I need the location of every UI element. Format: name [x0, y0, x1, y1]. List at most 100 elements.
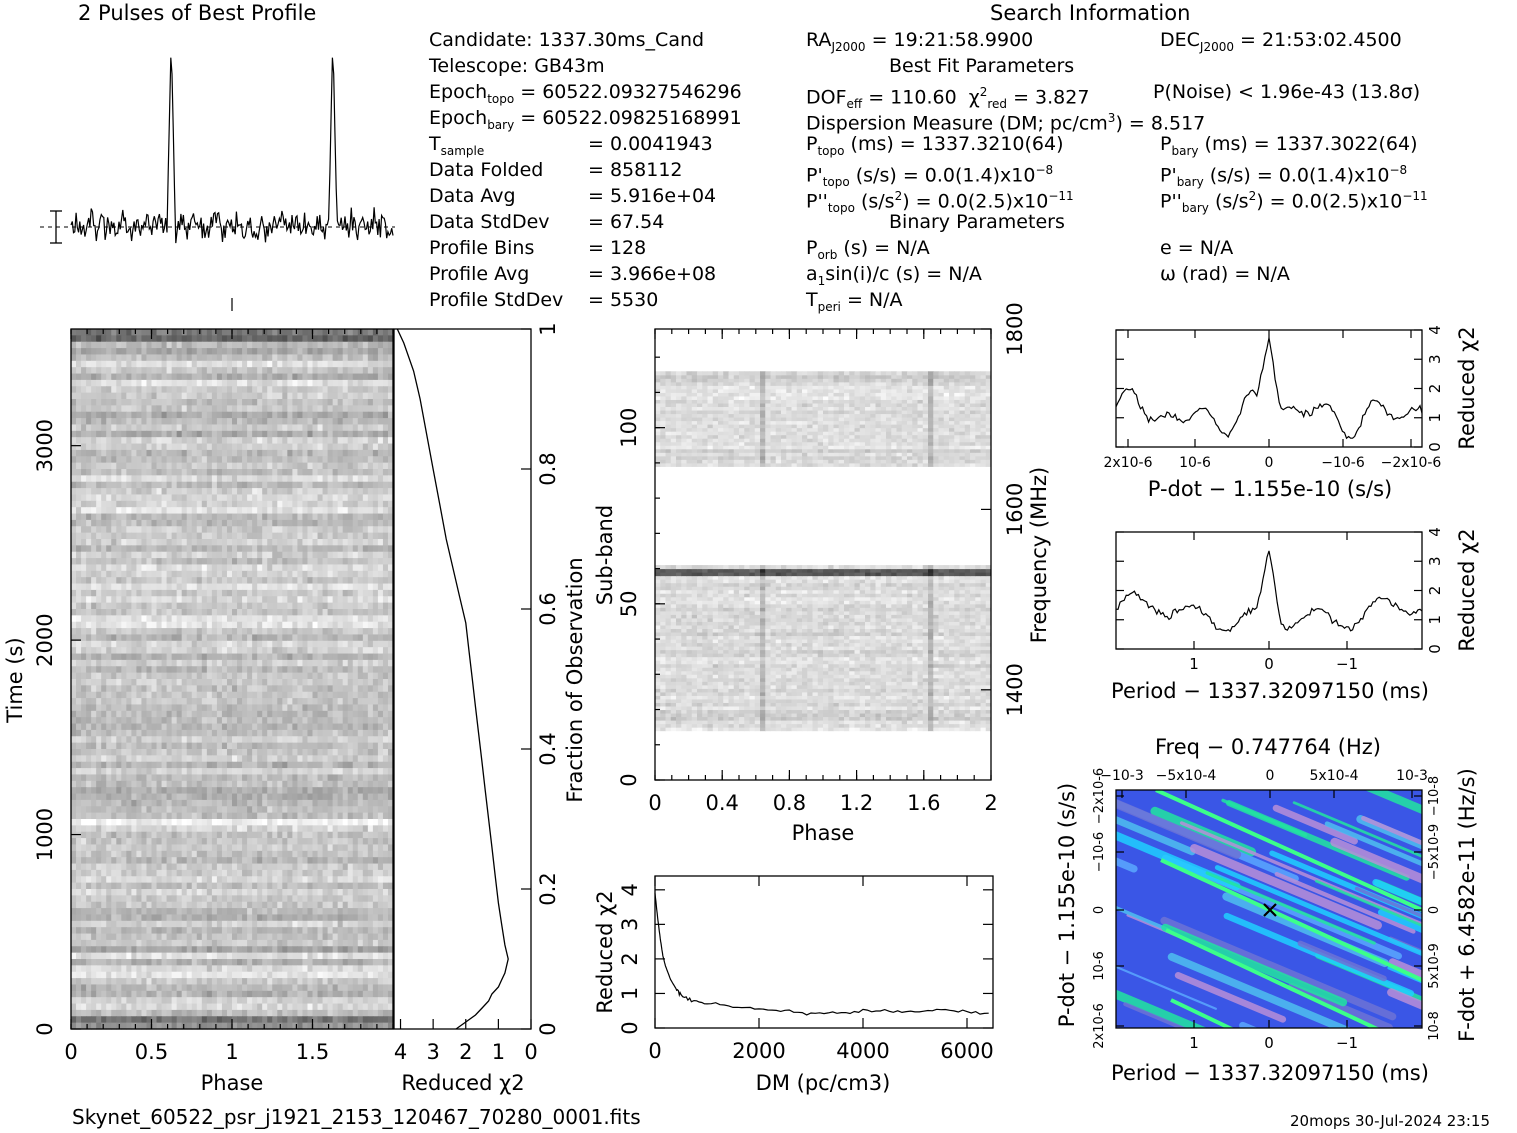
time-phase-cell — [247, 793, 253, 801]
time-phase-cell — [226, 443, 233, 451]
time-phase-cell — [347, 583, 354, 591]
time-phase-cell — [302, 437, 309, 445]
time-phase-cell — [357, 589, 364, 597]
time-phase-cell — [216, 755, 223, 763]
time-phase-cell — [106, 519, 112, 527]
time-phase-cell — [322, 596, 329, 604]
time-phase-cell — [387, 418, 394, 426]
time-phase-cell — [106, 672, 112, 680]
time-phase-cell — [181, 589, 188, 597]
time-phase-cell — [151, 532, 158, 540]
time-phase-cell — [151, 819, 158, 826]
time-phase-cell — [151, 640, 158, 648]
time-phase-cell — [171, 685, 178, 693]
time-phase-cell — [387, 685, 394, 693]
time-phase-cell — [86, 679, 92, 686]
time-phase-cell — [347, 456, 354, 464]
time-phase-cell — [86, 405, 92, 413]
time-phase-cell — [121, 602, 127, 610]
time-phase-cell — [196, 354, 203, 362]
time-phase-cell — [282, 640, 288, 648]
time-phase-cell — [166, 774, 173, 782]
time-phase-cell — [176, 806, 183, 814]
time-phase-cell — [342, 596, 349, 604]
time-phase-cell — [156, 653, 163, 661]
time-phase-cell — [101, 806, 107, 814]
time-phase-cell — [327, 647, 334, 655]
time-phase-cell — [312, 704, 319, 712]
time-phase-cell — [136, 799, 143, 807]
time-phase-cell — [337, 806, 344, 814]
time-phase-cell — [297, 799, 304, 807]
time-phase-cell — [211, 379, 218, 387]
time-phase-cell — [362, 367, 369, 375]
time-phase-cell — [297, 679, 304, 686]
time-phase-cell — [327, 615, 334, 623]
time-phase-cell — [272, 583, 278, 591]
time-phase-cell — [76, 717, 82, 725]
time-phase-cell — [317, 335, 324, 343]
time-phase-cell — [226, 449, 233, 457]
time-phase-cell — [352, 742, 359, 750]
time-phase-cell — [201, 532, 208, 540]
time-phase-cell — [382, 392, 389, 400]
time-phase-cell — [257, 742, 263, 750]
profile-avg-line: Profile Avg — [429, 263, 530, 285]
time-phase-cell — [342, 443, 349, 451]
time-phase-cell — [337, 780, 344, 788]
time-phase-cell — [282, 341, 288, 349]
time-phase-cell — [196, 799, 203, 807]
time-phase-cell — [262, 443, 268, 451]
time-phase-cell — [151, 768, 158, 776]
time-phase-cell — [171, 488, 178, 496]
time-phase-cell — [131, 564, 138, 572]
time-phase-cell — [196, 583, 203, 591]
time-phase-cell — [91, 532, 97, 540]
time-phase-cell — [171, 539, 178, 546]
time-phase-cell — [216, 354, 223, 362]
time-phase-cell — [221, 710, 228, 718]
time-phase-cell — [352, 634, 359, 642]
time-phase-cell — [151, 456, 158, 464]
time-phase-cell — [347, 570, 354, 578]
time-phase-cell — [141, 691, 148, 699]
time-phase-cell — [282, 335, 288, 343]
time-phase-cell — [96, 475, 102, 483]
time-phase-cell — [317, 806, 324, 814]
time-phase-cell — [141, 418, 148, 426]
time-phase-cell — [312, 799, 319, 807]
time-phase-cell — [237, 545, 243, 553]
time-phase-cell — [307, 494, 314, 502]
time-phase-cell — [367, 494, 374, 502]
time-phase-cell — [176, 736, 183, 744]
time-phase-cell — [282, 399, 288, 406]
time-phase-cell — [247, 335, 253, 343]
time-phase-cell — [317, 526, 324, 534]
time-phase-cell — [242, 558, 248, 566]
time-phase-cell — [101, 698, 107, 706]
time-phase-cell — [131, 742, 138, 750]
time-phase-cell — [277, 659, 283, 667]
porb-line: Porb (s) = N/A — [806, 237, 930, 262]
time-phase-cell — [176, 341, 183, 349]
time-phase-cell — [86, 812, 92, 820]
time-phase-cell — [367, 367, 374, 375]
time-phase-cell — [232, 386, 238, 394]
time-phase-cell — [101, 519, 107, 527]
time-phase-cell — [352, 373, 359, 381]
time-phase-cell — [262, 373, 268, 381]
time-phase-cell — [191, 659, 198, 667]
time-phase-cell — [76, 500, 82, 508]
time-phase-cell — [216, 500, 223, 508]
time-phase-cell — [257, 513, 263, 521]
time-phase-cell — [347, 551, 354, 559]
time-phase-cell — [382, 793, 389, 801]
time-phase-cell — [247, 341, 253, 349]
time-phase-cell — [337, 577, 344, 585]
time-phase-cell — [76, 469, 82, 476]
time-phase-cell — [131, 628, 138, 636]
time-phase-cell — [357, 583, 364, 591]
time-phase-cell — [226, 685, 233, 693]
time-phase-cell — [126, 736, 132, 744]
time-phase-cell — [282, 430, 288, 438]
